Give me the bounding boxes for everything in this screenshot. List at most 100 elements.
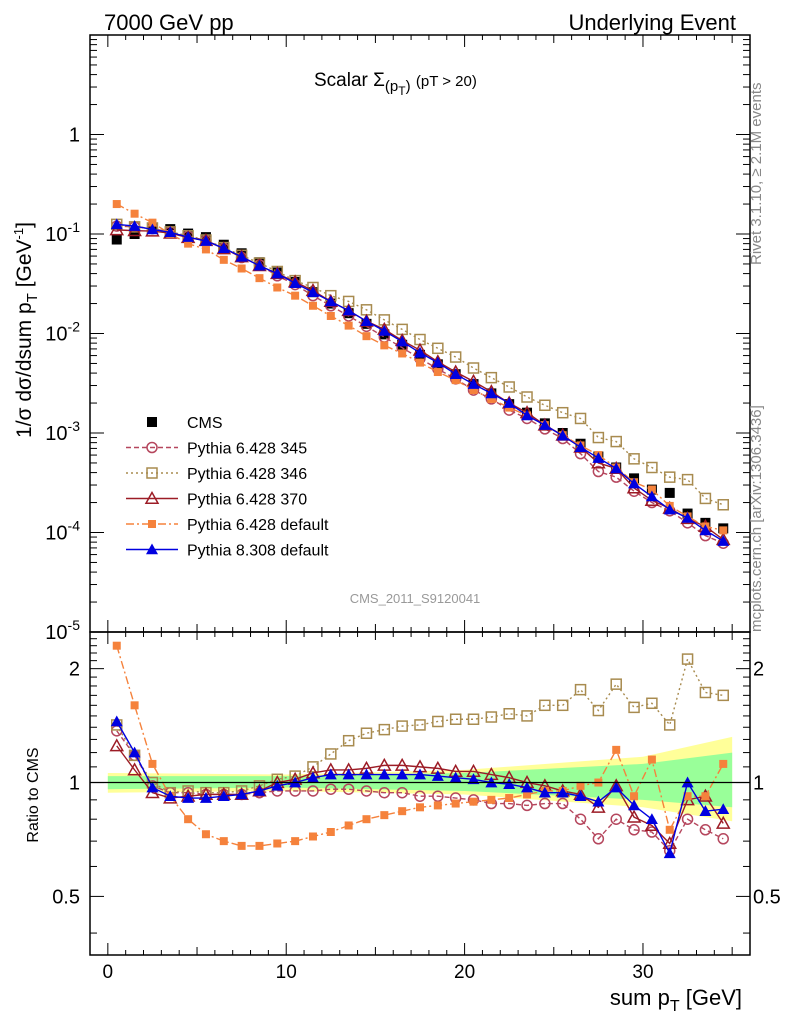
ratio-y-tick-label-right: 1	[753, 773, 764, 795]
x-tick-label: 10	[276, 962, 297, 983]
source-text: mcplots.cern.ch [arXiv:1306.3436]	[748, 405, 765, 632]
header-right: Underlying Event	[568, 10, 736, 35]
ratio-point-p6def	[630, 792, 639, 801]
ratio-point-p6def	[647, 755, 656, 764]
main-point-cms	[664, 487, 675, 498]
ratio-point-p345	[414, 790, 426, 802]
main-point-p8def	[164, 226, 177, 238]
ratio-point-p8def	[235, 788, 248, 800]
ratio-point-p370	[591, 799, 606, 813]
ratio-point-p345	[699, 824, 712, 836]
main-y-tick-label: 10-3	[45, 418, 80, 445]
main-point-cms	[129, 229, 140, 239]
ratio-point-p6def	[112, 641, 121, 650]
ratio-point-p370	[626, 809, 642, 823]
main-point-p6def	[130, 209, 139, 218]
ratio-point-p8def	[699, 805, 712, 816]
ratio-point-p345	[360, 785, 373, 797]
ratio-point-p346	[556, 699, 569, 712]
ratio-point-p346	[396, 720, 408, 732]
main-point-p8def	[574, 441, 587, 452]
legend-label-p370: Pythia 6.428 370	[187, 492, 307, 509]
ratio-point-p370	[715, 815, 731, 829]
ratio-point-p8def	[324, 768, 337, 780]
ratio-point-p346	[646, 697, 658, 710]
ratio-point-p8def	[271, 779, 284, 791]
main-point-p6def	[469, 386, 478, 395]
ratio-point-p345	[378, 786, 391, 799]
ratio-point-p346	[539, 699, 551, 712]
ratio-point-p346	[610, 678, 622, 690]
main-point-p6def	[326, 311, 335, 320]
main-point-p346	[503, 381, 515, 393]
legend-label-p346: Pythia 6.428 346	[187, 466, 307, 483]
ratio-point-p8def	[645, 813, 658, 824]
main-point-p8def	[449, 368, 462, 379]
main-point-p8def	[645, 490, 658, 502]
ratio-point-p8def	[610, 781, 623, 793]
main-point-p6def	[416, 358, 424, 367]
ylabel-sub: T	[24, 293, 41, 302]
rivet-version: Rivet 3.1.10, ≥ 2.1M events	[748, 83, 765, 266]
main-y-tick-label: 1	[69, 125, 80, 147]
ratio-point-p8def	[449, 771, 462, 783]
ratio-point-p6def	[612, 745, 621, 754]
ratio-point-p346	[449, 713, 462, 725]
legend-marker-p345	[146, 441, 158, 454]
main-point-p346	[556, 406, 569, 419]
main-point-cms	[111, 234, 122, 245]
main-y-label: 1/σ dσ/dsum pT [GeV-1]	[11, 222, 41, 438]
ratio-point-p8def	[538, 786, 551, 798]
ratio-point-p346	[663, 719, 676, 731]
main-point-p346	[663, 471, 676, 483]
ylabel-unit: [GeV	[13, 239, 36, 287]
ratio-point-p345	[717, 833, 729, 845]
main-point-p6def	[308, 301, 317, 310]
main-point-p6def	[237, 264, 246, 273]
ratio-point-p8def	[342, 768, 355, 780]
ratio-point-p6def	[380, 811, 389, 820]
main-point-p346	[681, 473, 694, 486]
ratio-y-tick-label: 1	[69, 773, 80, 795]
ratio-point-p8def	[182, 792, 195, 803]
ratio-point-p6def	[433, 801, 442, 810]
ratio-point-p8def	[146, 781, 159, 793]
ratio-point-p8def	[306, 771, 319, 783]
main-point-p6def	[344, 321, 353, 330]
ratio-point-p6def	[326, 827, 335, 836]
main-point-p346	[467, 362, 480, 374]
xlabel-sub: T	[670, 998, 680, 1015]
ratio-point-p6def	[683, 792, 692, 801]
main-point-p6def	[380, 341, 389, 350]
ratio-point-p6def	[523, 790, 532, 799]
ratio-frame	[89, 631, 751, 956]
xlabel-main: sum p	[610, 985, 670, 1010]
ratio-point-p8def	[431, 770, 444, 781]
ratio-y-tick-label: 0.5	[52, 886, 80, 908]
ratio-point-p8def	[521, 781, 534, 793]
title-cut: (pT > 20)	[416, 73, 477, 90]
ratio-point-p6def	[398, 807, 407, 816]
main-point-p8def	[681, 511, 694, 523]
main-point-p346	[610, 435, 622, 448]
ratio-point-p346	[574, 683, 587, 696]
plot-title: Scalar Σ(pT) (pT > 20)	[314, 70, 477, 98]
main-point-p346	[485, 371, 498, 384]
ratio-point-p346	[378, 723, 391, 736]
main-y-tick-label: 10-5	[45, 617, 80, 644]
ratio-point-p345	[646, 826, 658, 838]
ratio-point-p345	[325, 783, 337, 795]
main-point-p346	[717, 499, 729, 511]
main-point-p8def	[503, 397, 516, 408]
legend-label-cms: CMS	[187, 415, 223, 432]
main-point-p6def	[451, 376, 460, 385]
ratio-point-p6def	[130, 701, 139, 710]
ratio-point-p346	[485, 711, 498, 723]
legend-label-p6def: Pythia 6.428 default	[187, 517, 329, 534]
ratio-point-p345	[628, 824, 640, 836]
main-point-p8def	[699, 524, 712, 536]
ratio-point-p8def	[592, 795, 605, 807]
main-point-p6def	[112, 200, 121, 209]
ratio-point-p8def	[467, 773, 480, 785]
